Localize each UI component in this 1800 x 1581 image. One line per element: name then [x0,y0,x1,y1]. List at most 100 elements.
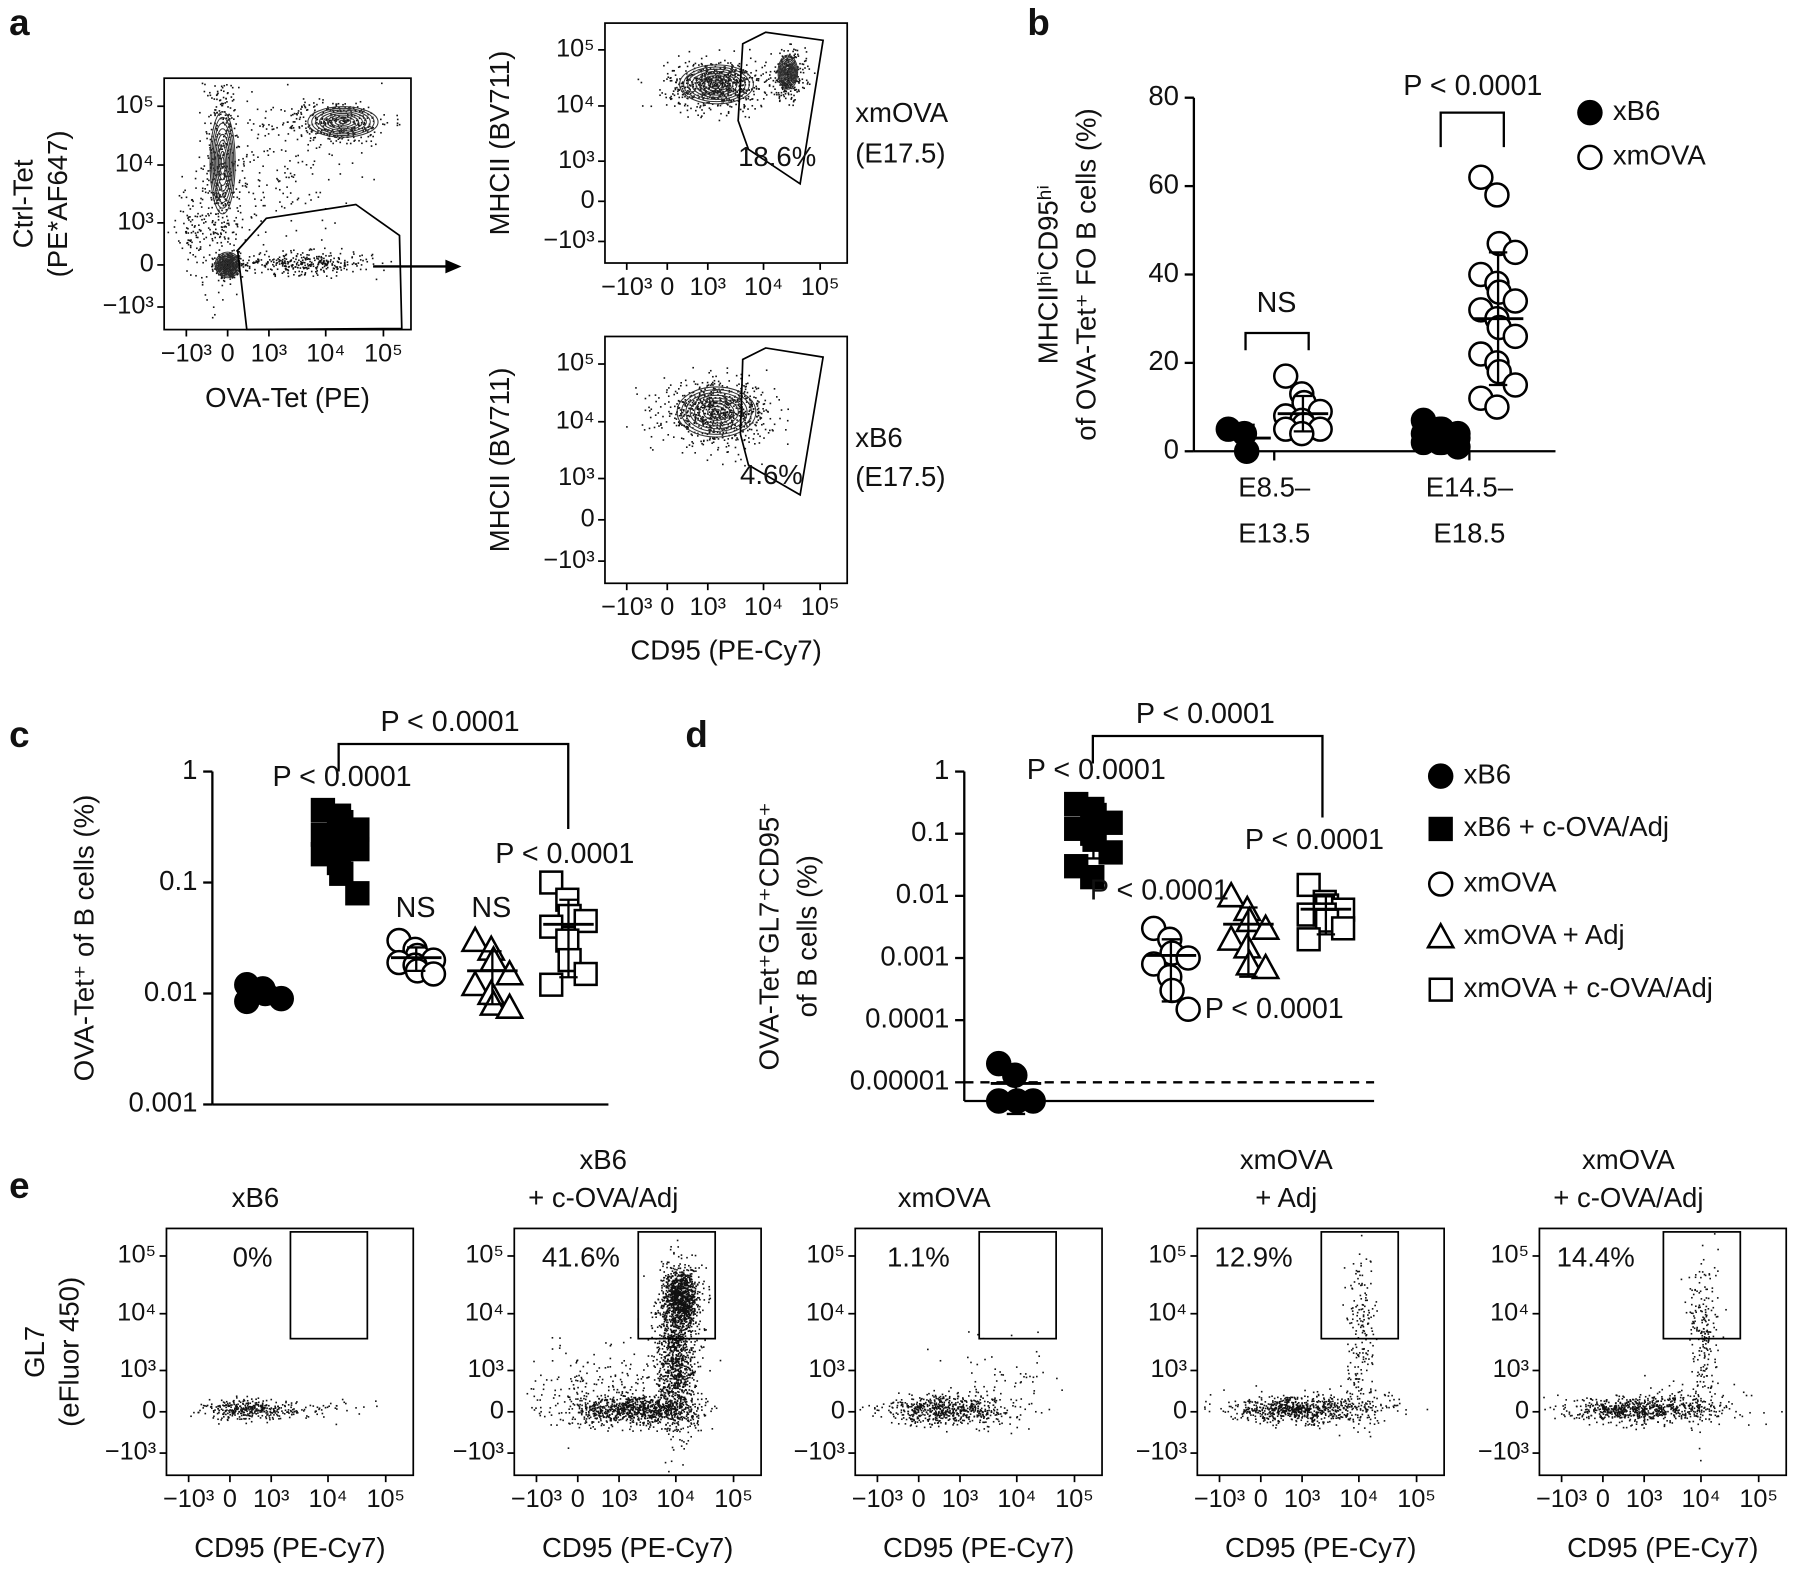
event-dot [397,125,399,127]
event-dot [648,1428,650,1430]
event-dot [776,396,778,398]
event-dot [275,1412,277,1414]
event-dot [284,172,286,174]
event-dot [321,1409,323,1411]
event-dot [361,152,363,154]
event-dot [330,141,332,143]
event-dot [396,115,398,117]
event-dot [331,264,333,266]
event-dot [670,384,672,386]
event-dot [686,385,688,387]
event-dot [321,262,323,264]
event-dot [715,410,717,412]
event-dot [192,254,194,256]
gate-percent: 0% [233,1242,273,1273]
event-dot [696,106,698,108]
event-dot [740,109,742,111]
event-dot [290,250,292,252]
event-dot [268,124,270,126]
event-dot [223,1405,225,1407]
event-dot [345,1403,347,1405]
event-dot [712,376,714,378]
event-dot [707,1401,709,1403]
event-dot [558,1413,560,1415]
event-dot [186,227,188,229]
event-dot [202,190,204,192]
event-dot [745,383,747,385]
event-dot [277,1406,279,1408]
event-dot [212,317,214,319]
event-dot [185,232,187,234]
event-dot [291,1414,293,1416]
event-dot [806,58,808,60]
event-dot [215,229,217,231]
event-dot [283,256,285,258]
event-dot [246,1396,248,1398]
event-dot [256,260,258,262]
event-dot [272,259,274,261]
event-dot [246,154,248,156]
event-dot [211,97,213,99]
event-dot [259,253,261,255]
event-dot [190,208,192,210]
event-dot [617,1389,619,1391]
event-dot [313,106,315,108]
event-dot [774,94,776,96]
event-dot [697,114,699,116]
event-dot [190,245,192,247]
event-dot [320,144,322,146]
event-dot [195,256,197,258]
event-dot [218,1423,220,1425]
event-dot [710,370,712,372]
event-dot [332,143,334,145]
data-point [1332,917,1354,939]
event-dot [353,140,355,142]
event-dot [663,80,665,82]
event-dot [713,401,715,403]
data-point [1161,979,1184,1002]
event-dot [800,72,802,74]
event-dot [625,1415,627,1417]
event-dot [640,1430,642,1432]
event-dot [291,1404,293,1406]
event-dot [266,128,268,130]
event-dot [622,1395,624,1397]
event-dot [611,1403,613,1405]
event-dot [330,261,332,263]
event-dot [685,1403,687,1405]
event-dot [245,270,247,272]
event-dot [288,266,290,268]
event-dot [247,262,249,264]
event-dot [692,443,694,445]
event-dot [719,383,721,385]
event-dot [689,75,691,77]
event-dot [665,93,667,95]
event-dot [260,220,262,222]
event-dot [222,155,224,157]
event-dot [770,418,772,420]
event-dot [282,259,284,261]
event-dot [753,94,755,96]
event-dot [249,1411,251,1413]
event-dot [313,265,315,267]
event-dot [233,250,235,252]
event-dot [210,197,212,199]
event-dot [222,87,224,89]
event-dot [285,150,287,152]
event-dot [685,1407,687,1409]
event-dot [270,1409,272,1411]
event-dot [358,1413,360,1415]
event-dot [288,177,290,179]
event-dot [226,101,228,103]
event-dot [664,377,666,379]
event-dot [201,206,203,208]
event-dot [190,1415,192,1417]
event-dot [303,1410,305,1412]
event-dot [232,87,234,89]
event-dot [297,262,299,264]
event-dot [202,215,204,217]
event-dot [730,409,732,411]
event-dot [235,1410,237,1412]
event-dot [650,447,652,449]
event-dot [727,443,729,445]
